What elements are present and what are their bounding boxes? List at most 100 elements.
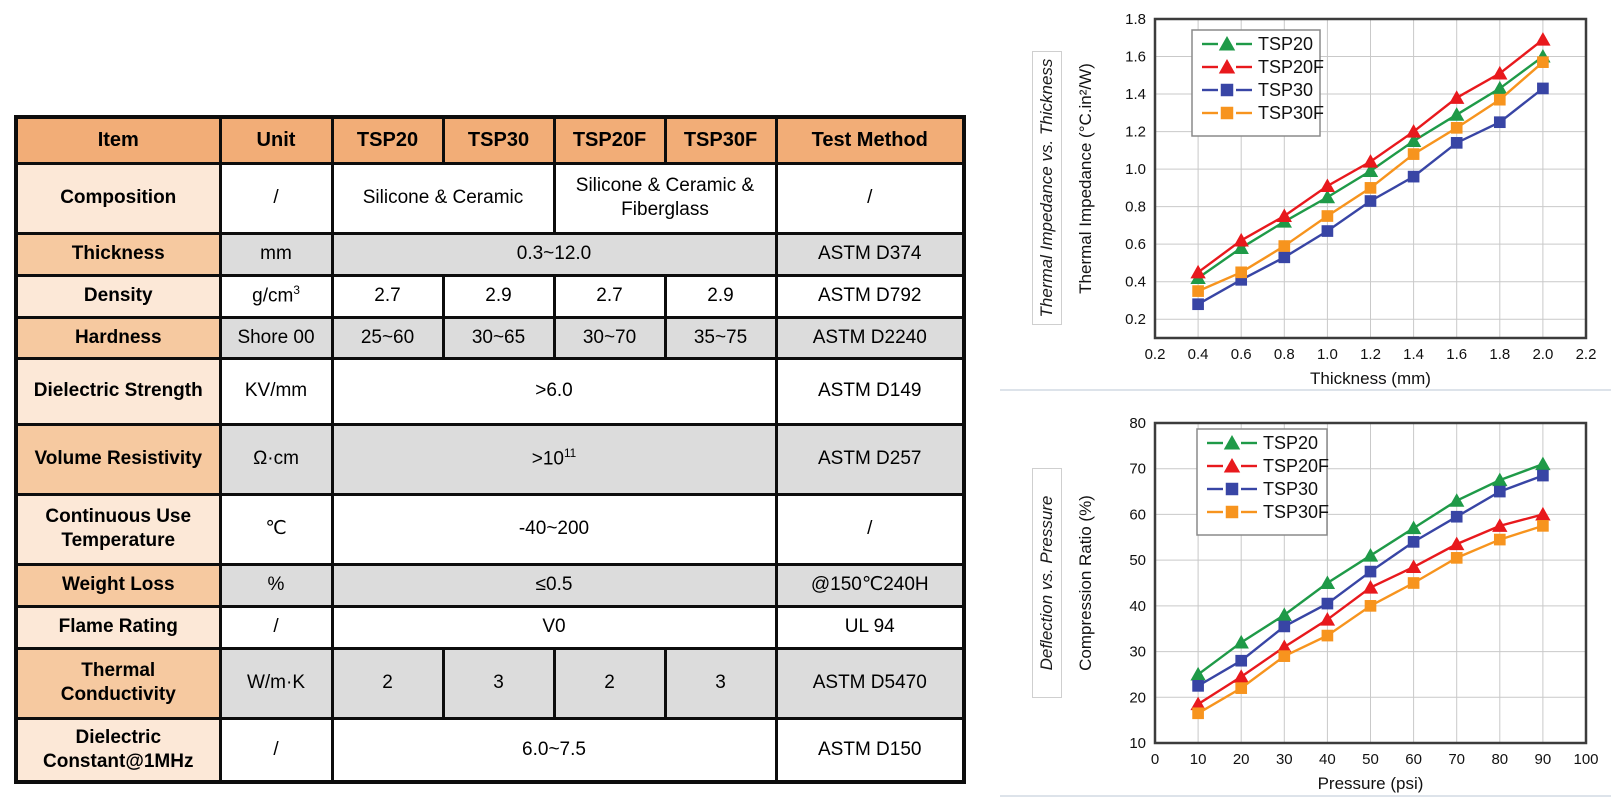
value-cell: 35~75	[663, 315, 778, 360]
legend: TSP20 TSP20F TSP30 TSP30F	[1191, 29, 1324, 137]
svg-text:30: 30	[1276, 751, 1293, 768]
col-header-tsp20f: TSP20F	[552, 115, 667, 165]
svg-text:1.4: 1.4	[1403, 346, 1424, 363]
svg-text:0.6: 0.6	[1125, 236, 1146, 253]
value-cell: 30~70	[552, 315, 667, 360]
test-method-cell: ASTM D2240	[774, 315, 966, 360]
svg-text:1.6: 1.6	[1125, 49, 1146, 66]
row-label: Volume Resistivity	[14, 422, 222, 496]
table-header-row: Item Unit TSP20 TSP30 TSP20F TSP30F Test Metho…	[14, 115, 966, 165]
table-row: Continuous Use Temperature ℃ -40~200/	[14, 492, 966, 566]
svg-text:1.4: 1.4	[1125, 86, 1146, 103]
value-cell: 25~60	[330, 315, 445, 360]
table-row: Dielectric Strength KV/mm >6.0 ASTM D149	[14, 356, 966, 426]
svg-text:30: 30	[1129, 644, 1146, 661]
unit-cell: /	[218, 604, 334, 650]
col-header-unit: Unit	[218, 115, 334, 165]
svg-text:Pressure (psi): Pressure (psi)	[1318, 774, 1424, 793]
svg-text:TSP30: TSP30	[1263, 479, 1318, 499]
svg-text:70: 70	[1448, 751, 1465, 768]
value-cell: Silicone & Ceramic	[330, 161, 556, 235]
svg-text:TSP30: TSP30	[1258, 80, 1313, 100]
unit-cell: ℃	[218, 492, 334, 566]
value-cell: 2	[552, 646, 667, 720]
row-label: Flame Rating	[14, 604, 222, 650]
svg-text:TSP30F: TSP30F	[1258, 103, 1324, 123]
row-label: Thermal Conductivity	[14, 646, 222, 720]
svg-text:Thermal Impedance (°C.in²/W): Thermal Impedance (°C.in²/W)	[1076, 63, 1095, 294]
unit-cell: W/m·K	[218, 646, 334, 720]
svg-text:80: 80	[1129, 415, 1146, 432]
svg-text:0.6: 0.6	[1231, 346, 1252, 363]
material-spec-table: Item Unit TSP20 TSP30 TSP20F TSP30F Test Metho…	[14, 115, 966, 784]
svg-text:80: 80	[1491, 751, 1508, 768]
table-row: Volume Resistivity Ω·cm >1011 ASTM D257	[14, 422, 966, 496]
unit-cell: g/cm3	[218, 273, 334, 319]
thermal-impedance-chart: 0.2 0.4 0.6 0.8 1.0 1.2 1.4 1.6 1.8 2.0 2.2 0.2 0.4 0…	[1076, 11, 1597, 388]
svg-text:10: 10	[1190, 751, 1207, 768]
table-row: Composition / Silicone & Ceramic Silicone &…	[14, 161, 966, 235]
svg-text:40: 40	[1319, 751, 1336, 768]
svg-text:Thickness (mm): Thickness (mm)	[1310, 369, 1431, 388]
value-cell: 3	[441, 646, 556, 720]
table-row: Weight Loss% ≤0.5 @150℃240H	[14, 562, 966, 608]
svg-text:100: 100	[1573, 751, 1598, 768]
value-cell: >6.0	[330, 356, 778, 426]
value-cell: 30~65	[441, 315, 556, 360]
unit-cell: /	[218, 716, 334, 784]
table-row: Density g/cm3 2.7 2.9 2.7 2.9 ASTM D792	[14, 273, 966, 319]
table-row: Thermal Conductivity W/m·K 2 3 2 3 ASTM D5470	[14, 646, 966, 720]
col-header-tsp30: TSP30	[441, 115, 556, 165]
charts-panel: Thermal Impedance vs. Thickness 0.2 0.4 0.…	[1000, 0, 1611, 805]
col-header-test-method: Test Method	[774, 115, 966, 165]
svg-text:0.4: 0.4	[1125, 274, 1146, 291]
test-method-cell: @150℃240H	[774, 562, 966, 608]
test-method-cell: ASTM D150	[774, 716, 966, 784]
svg-text:TSP20F: TSP20F	[1258, 57, 1324, 77]
svg-text:TSP30F: TSP30F	[1263, 502, 1329, 522]
svg-text:0.2: 0.2	[1145, 346, 1166, 363]
svg-text:TSP20: TSP20	[1258, 34, 1313, 54]
table-row: Flame Rating / V0 UL 94	[14, 604, 966, 650]
value-cell: 0.3~12.0	[330, 231, 778, 277]
table-row: Hardness Shore 00 25~60 30~65 30~70 35~75 ASTM…	[14, 315, 966, 360]
svg-text:2.2: 2.2	[1576, 346, 1597, 363]
svg-text:0.8: 0.8	[1125, 199, 1146, 216]
svg-text:1.2: 1.2	[1125, 124, 1146, 141]
unit-cell: Ω·cm	[218, 422, 334, 496]
svg-text:0.2: 0.2	[1125, 311, 1146, 328]
test-method-cell: ASTM D257	[774, 422, 966, 496]
svg-text:60: 60	[1129, 506, 1146, 523]
svg-text:0.8: 0.8	[1274, 346, 1295, 363]
value-cell: 2.9	[663, 273, 778, 319]
separator-line	[1000, 795, 1611, 797]
test-method-cell: UL 94	[774, 604, 966, 650]
value-cell: 3	[663, 646, 778, 720]
row-label: Dielectric Strength	[14, 356, 222, 426]
separator-line	[1000, 389, 1611, 391]
svg-text:70: 70	[1129, 461, 1146, 478]
table-row: Dielectric Constant@1MHz/6.0~7.5 ASTM D15…	[14, 716, 966, 784]
unit-cell: mm	[218, 231, 334, 277]
unit-cell: %	[218, 562, 334, 608]
row-label: Continuous Use Temperature	[14, 492, 222, 566]
value-cell: 2	[330, 646, 445, 720]
test-method-cell: /	[774, 492, 966, 566]
legend: TSP20 TSP20F TSP30 TSP30F	[1196, 428, 1329, 536]
svg-text:0.4: 0.4	[1188, 346, 1209, 363]
test-method-cell: ASTM D792	[774, 273, 966, 319]
col-header-item: Item	[14, 115, 222, 165]
svg-text:1.0: 1.0	[1317, 346, 1338, 363]
test-method-cell: ASTM D149	[774, 356, 966, 426]
svg-text:50: 50	[1129, 552, 1146, 569]
test-method-cell: ASTM D5470	[774, 646, 966, 720]
svg-text:Compression Ratio (%): Compression Ratio (%)	[1076, 495, 1095, 671]
row-label: Composition	[14, 161, 222, 235]
row-label: Thickness	[14, 231, 222, 277]
row-label: Weight Loss	[14, 562, 222, 608]
unit-cell: Shore 00	[218, 315, 334, 360]
unit-cell: KV/mm	[218, 356, 334, 426]
value-cell: V0	[330, 604, 778, 650]
unit-cell: /	[218, 161, 334, 235]
